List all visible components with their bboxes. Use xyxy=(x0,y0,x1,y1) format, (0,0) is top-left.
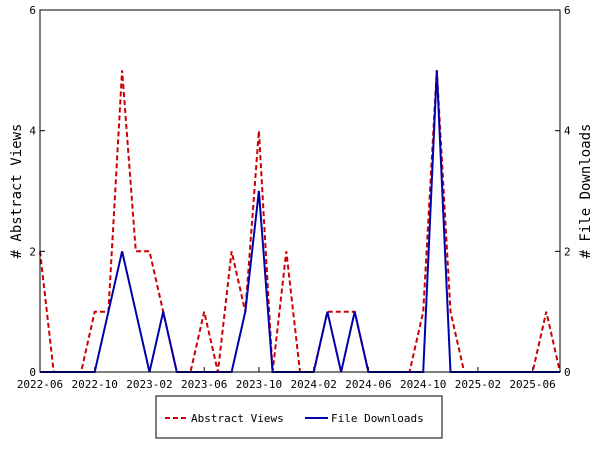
x-tick-label: 2025-02 xyxy=(455,378,501,391)
x-tick-label: 2022-10 xyxy=(72,378,118,391)
y-tick-label-left: 0 xyxy=(29,366,36,379)
series-layer xyxy=(39,70,561,373)
y-tick-label-left: 2 xyxy=(29,245,36,258)
y-tick-label-left: 6 xyxy=(29,4,36,17)
x-tick-label: 2023-02 xyxy=(126,378,172,391)
x-tick-label: 2024-06 xyxy=(345,378,391,391)
series-line-file-downloads xyxy=(40,70,560,373)
series-line-abstract-views xyxy=(39,70,561,373)
y-tick-label-left: 4 xyxy=(29,125,36,138)
legend-label-file-downloads: File Downloads xyxy=(331,412,424,425)
plot-frame xyxy=(39,9,561,373)
x-tick-label: 2023-06 xyxy=(181,378,227,391)
x-tick-label: 2022-06 xyxy=(17,378,63,391)
axis-ticks: 0 2 4 6 0 2 4 6 2022-06 2022-10 2023-02 2023-06 2023… xyxy=(17,4,571,391)
y-tick-label-right: 6 xyxy=(564,4,571,17)
legend-box xyxy=(155,395,443,439)
x-tick-label: 2025-06 xyxy=(509,378,555,391)
y-tick-label-right: 0 xyxy=(564,366,571,379)
legend: Abstract Views File Downloads xyxy=(155,395,443,439)
x-tick-label: 2023-10 xyxy=(236,378,282,391)
y-tick-label-right: 2 xyxy=(564,245,571,258)
legend-label-abstract-views: Abstract Views xyxy=(191,412,284,425)
x-tick-label: 2024-10 xyxy=(400,378,446,391)
y-axis-title-right: # File Downloads xyxy=(578,124,594,259)
x-tick-label: 2024-02 xyxy=(291,378,337,391)
y-tick-label-right: 4 xyxy=(564,125,571,138)
y-axis-title-left: # Abstract Views xyxy=(9,124,25,259)
